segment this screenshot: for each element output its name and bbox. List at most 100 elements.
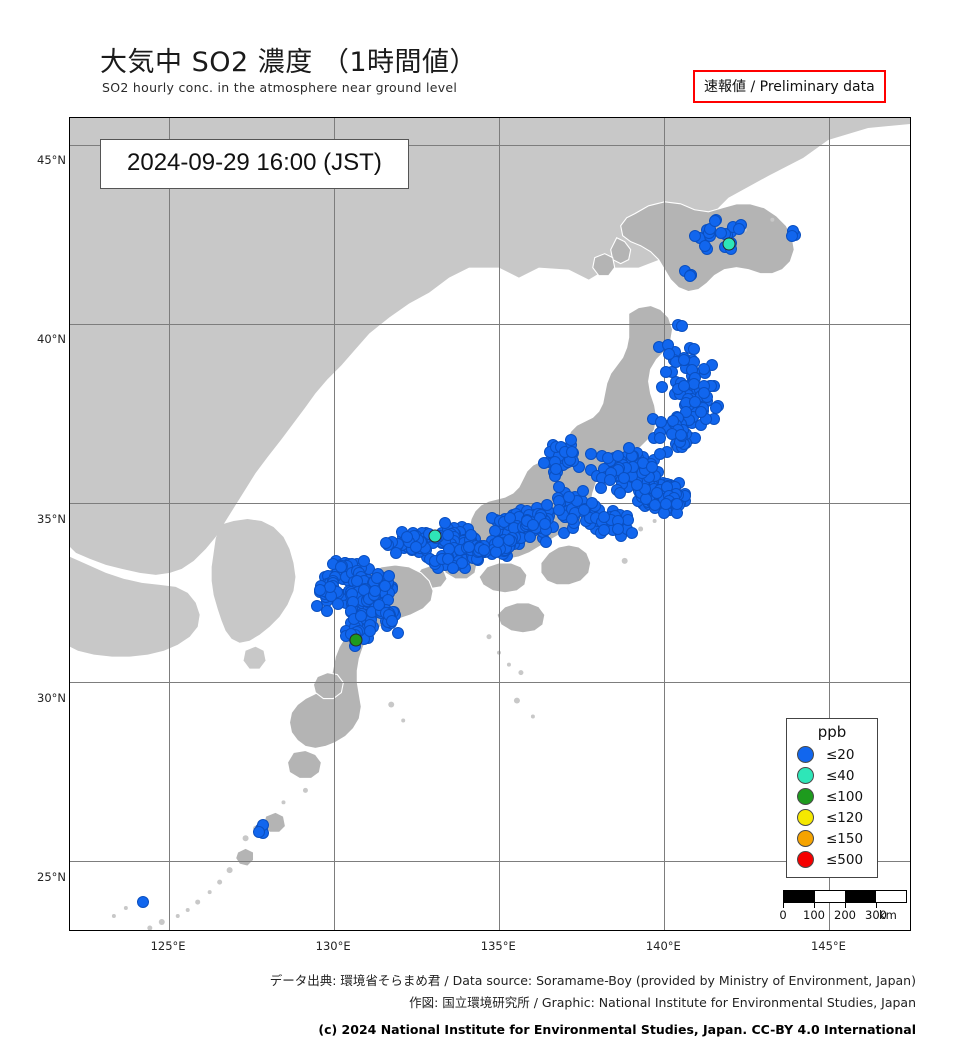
- x-axis-minor-tick: [202, 930, 203, 931]
- scale-unit-label: km: [879, 908, 897, 922]
- y-axis-minor-tick: [69, 197, 70, 198]
- legend-item[interactable]: ≤120: [793, 807, 871, 828]
- station-point: [695, 405, 707, 418]
- station-point: [689, 229, 702, 242]
- legend-title: ppb: [817, 723, 847, 741]
- station-point: [699, 240, 712, 253]
- x-axis-minor-tick-top: [301, 117, 302, 118]
- x-axis-minor-tick: [103, 930, 104, 931]
- y-axis-minor-tick: [69, 771, 70, 772]
- legend-item-label: ≤500: [826, 851, 864, 868]
- station-point: [614, 486, 627, 499]
- x-axis-minor-tick-top: [697, 117, 698, 118]
- y-axis-minor-tick-right: [910, 233, 911, 234]
- station-point: [540, 536, 553, 549]
- x-axis-minor-tick-top: [235, 117, 236, 118]
- x-axis-minor-tick-top: [862, 117, 863, 118]
- page-subtitle: SO2 hourly conc. in the atmosphere near …: [102, 80, 458, 95]
- timestamp-box: 2024-09-29 16:00 (JST): [100, 139, 409, 189]
- station-point: [598, 523, 611, 536]
- station-point: [670, 498, 683, 511]
- scale-bar: 0 100 200 300 km: [779, 890, 907, 922]
- x-axis-tick: [334, 930, 335, 931]
- station-point: [369, 585, 382, 598]
- station-point: [689, 395, 702, 408]
- x-axis-tick: [829, 930, 830, 931]
- legend-item[interactable]: ≤150: [793, 828, 871, 849]
- station-point: [684, 269, 697, 282]
- y-axis-minor-tick-right: [910, 735, 911, 736]
- x-axis-minor-tick-top: [466, 117, 467, 118]
- x-axis-tick: [499, 930, 500, 931]
- y-axis-minor-tick-right: [910, 304, 911, 305]
- y-axis-minor-tick: [69, 233, 70, 234]
- y-axis-label: 30°N: [37, 690, 66, 705]
- x-axis-label: 135°E: [480, 939, 516, 953]
- y-axis-minor-tick: [69, 448, 70, 449]
- small-islands: [111, 217, 775, 930]
- x-axis-minor-tick: [400, 930, 401, 931]
- footer-copyright: (c) 2024 National Institute for Environm…: [318, 1022, 916, 1037]
- station-point: [786, 229, 799, 242]
- station-point: [465, 528, 478, 541]
- y-axis-minor-tick: [69, 591, 70, 592]
- x-axis-minor-tick-top: [136, 117, 137, 118]
- station-point: [714, 226, 727, 239]
- y-axis-tick-right: [910, 520, 911, 521]
- scale-bar-labels: 0 100 200 300 km: [779, 908, 907, 922]
- y-axis-tick: [69, 161, 70, 162]
- x-axis-minor-tick: [235, 930, 236, 931]
- station-point: [578, 503, 591, 516]
- y-axis-minor-tick-right: [910, 555, 911, 556]
- x-axis-minor-tick-top: [631, 117, 632, 118]
- x-axis-minor-tick: [466, 930, 467, 931]
- y-axis-minor-tick: [69, 412, 70, 413]
- station-point: [553, 481, 566, 494]
- station-point: [674, 428, 687, 441]
- x-axis-minor-tick: [301, 930, 302, 931]
- station-point: [617, 471, 630, 484]
- station-point: [392, 627, 405, 640]
- station-point: [597, 510, 610, 523]
- x-axis-minor-tick-top: [268, 117, 269, 118]
- x-axis-tick-top: [169, 117, 170, 118]
- x-axis-minor-tick-top: [730, 117, 731, 118]
- legend-swatch-icon: [797, 788, 814, 805]
- y-axis-tick: [69, 340, 70, 341]
- basemap-svg: [70, 118, 910, 930]
- y-axis-label: 35°N: [37, 511, 66, 526]
- x-axis-tick-top: [664, 117, 665, 118]
- y-axis-minor-tick: [69, 555, 70, 556]
- y-axis-minor-tick: [69, 484, 70, 485]
- x-axis-minor-tick-top: [598, 117, 599, 118]
- legend-panel: ppb ≤20 ≤40 ≤100 ≤120 ≤150 ≤500: [786, 718, 878, 878]
- y-axis-minor-tick: [69, 842, 70, 843]
- legend-item-label: ≤120: [826, 809, 864, 826]
- legend-item-label: ≤40: [826, 767, 855, 784]
- scale-segment-4: [875, 891, 906, 902]
- scale-bar-segments: [783, 890, 907, 903]
- gridline-lat-40: [70, 324, 910, 325]
- x-axis-minor-tick: [565, 930, 566, 931]
- legend-item[interactable]: ≤100: [793, 786, 871, 807]
- station-point: [733, 222, 746, 235]
- y-axis-minor-tick-right: [910, 842, 911, 843]
- legend-item[interactable]: ≤40: [793, 765, 871, 786]
- gridline-lon-140: [664, 118, 665, 930]
- map-plot-area[interactable]: [69, 117, 911, 931]
- legend-item-label: ≤100: [826, 788, 864, 805]
- station-point: [655, 415, 668, 428]
- station-point: [320, 605, 333, 618]
- station-point: [678, 379, 691, 392]
- y-axis-minor-tick: [69, 269, 70, 270]
- y-axis-minor-tick: [69, 914, 70, 915]
- legend-item-label: ≤20: [826, 746, 855, 763]
- legend-item[interactable]: ≤20: [793, 744, 871, 765]
- legend-item[interactable]: ≤500: [793, 849, 871, 870]
- x-axis-minor-tick-top: [400, 117, 401, 118]
- gridline-lon-145: [829, 118, 830, 930]
- x-axis-minor-tick-top: [796, 117, 797, 118]
- station-point: [565, 446, 578, 459]
- station-point: [675, 319, 688, 332]
- x-axis-minor-tick-top: [433, 117, 434, 118]
